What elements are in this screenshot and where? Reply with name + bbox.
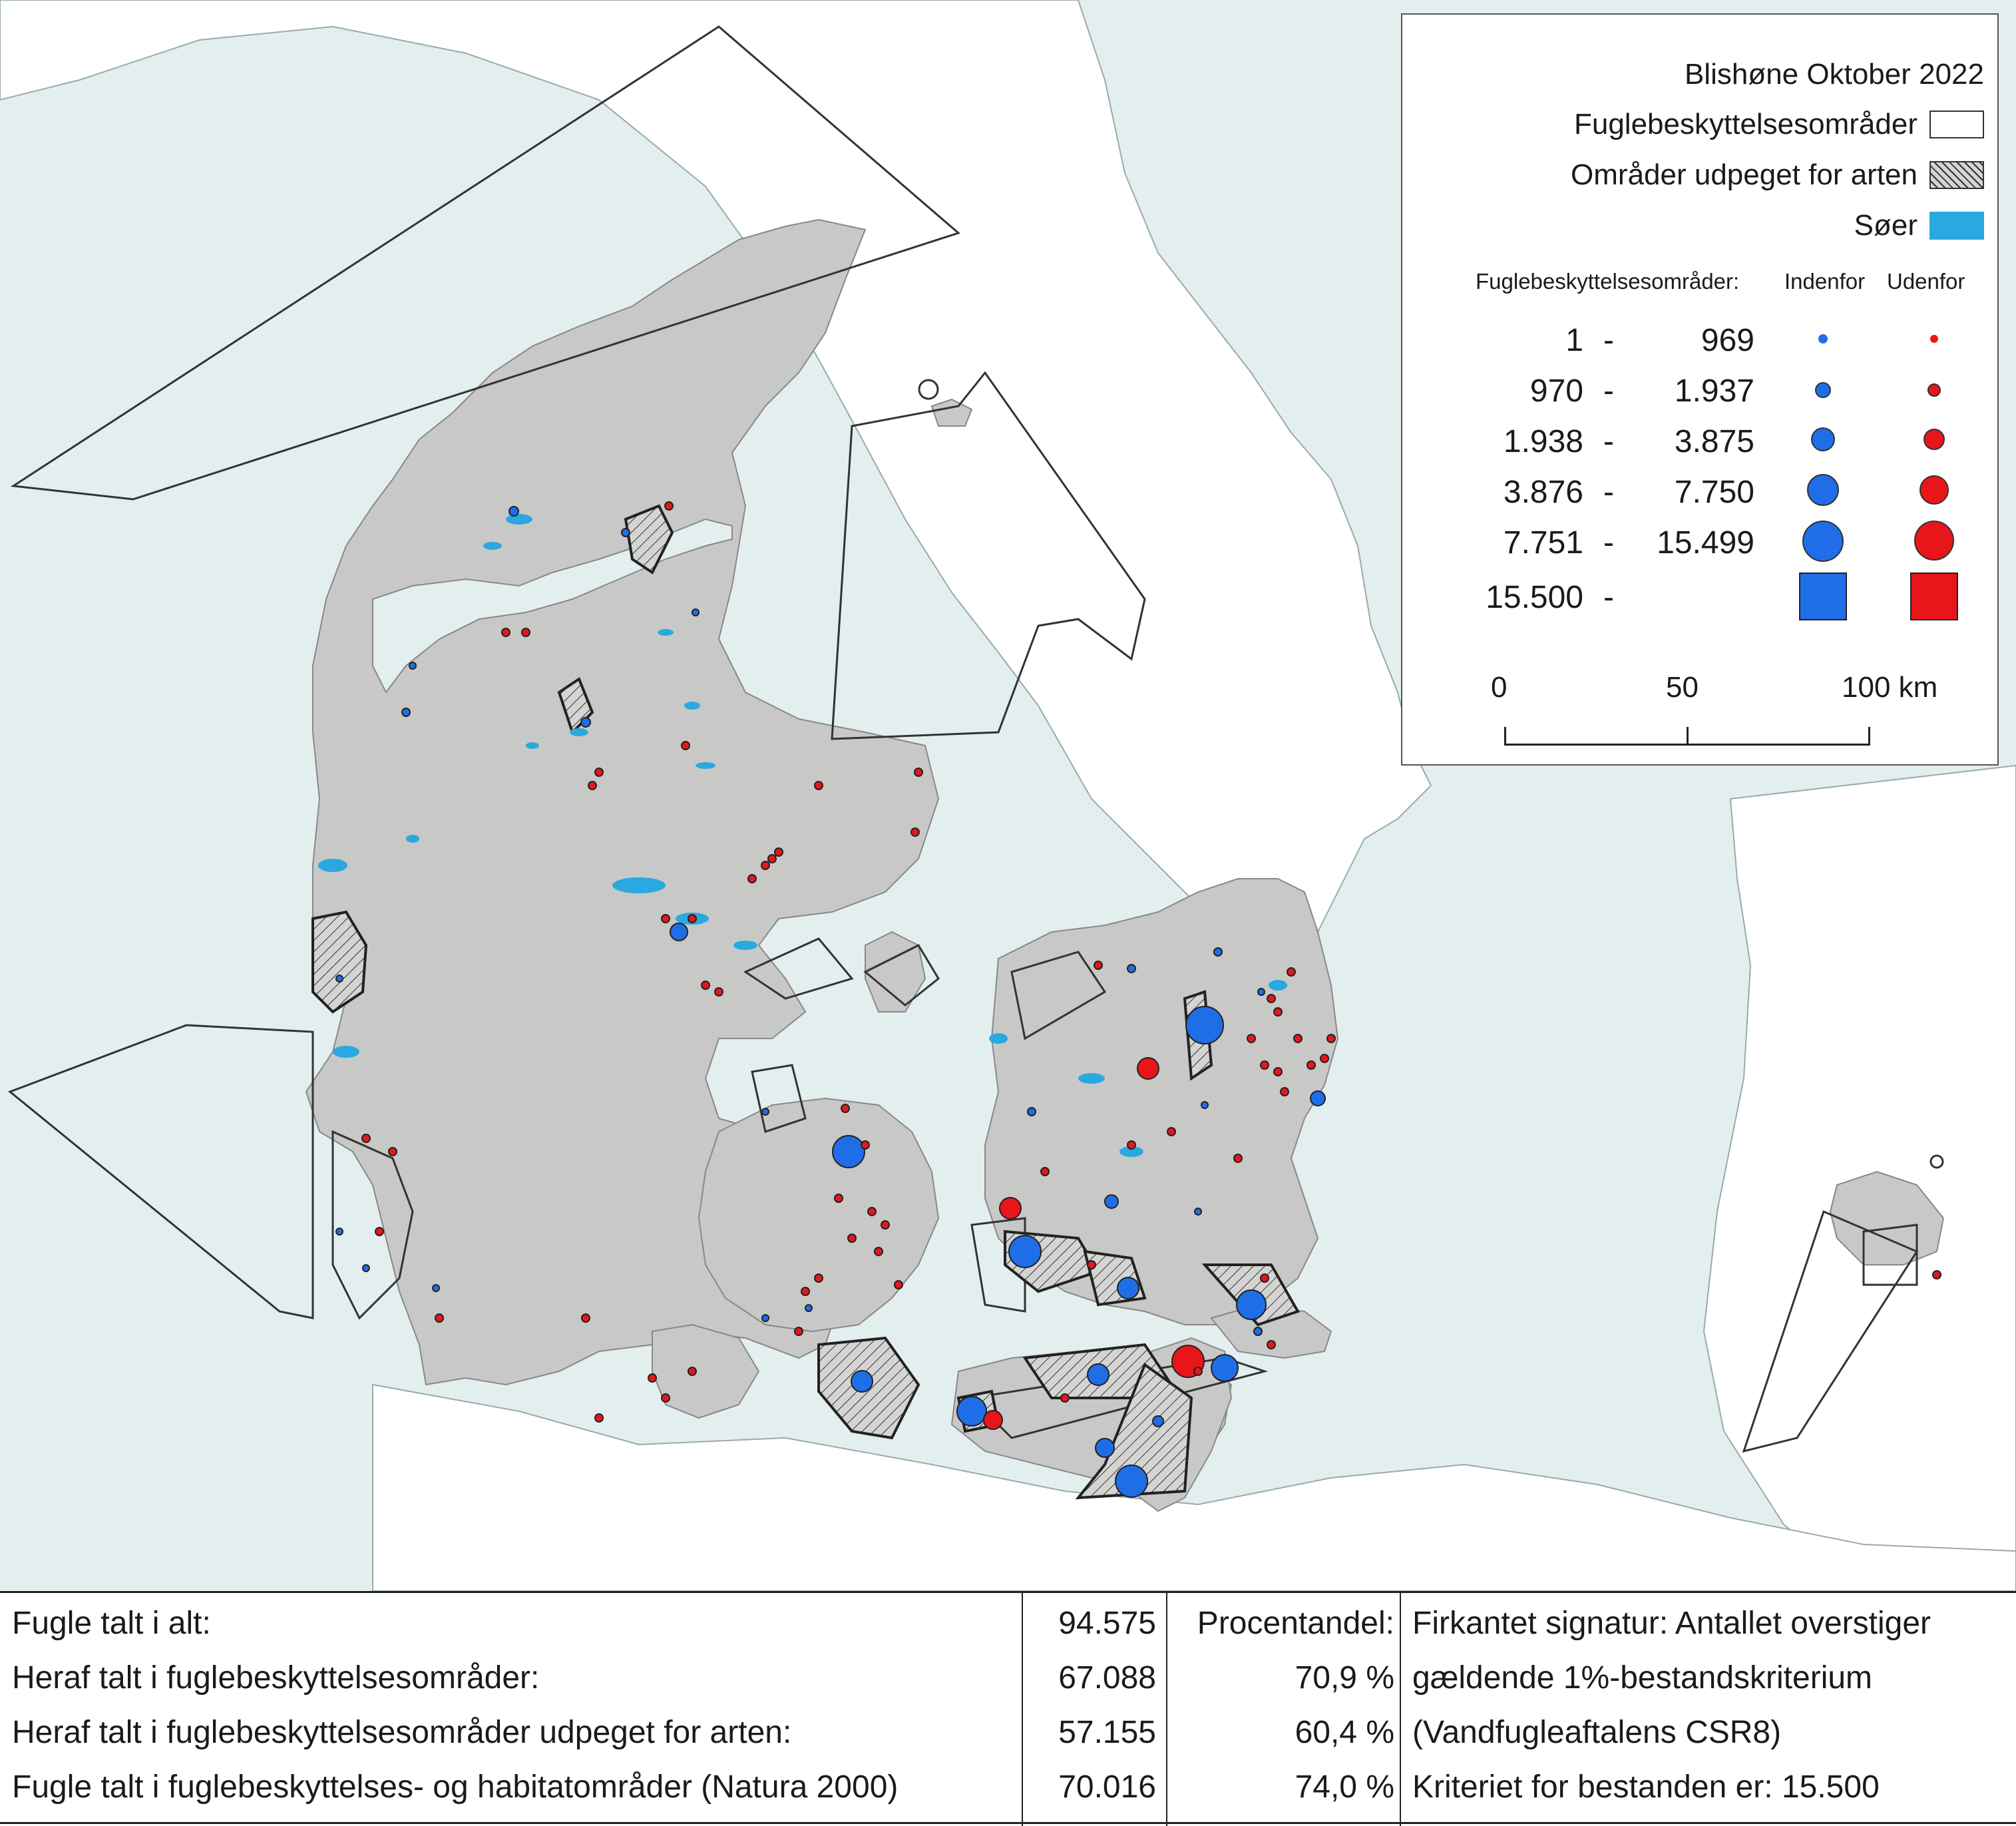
class-dash: - (1603, 580, 1614, 615)
class-from: 15.500 (1486, 580, 1583, 615)
class-from: 1 (1565, 323, 1583, 358)
bornholm-land (1829, 1170, 1945, 1265)
stats-value: 94.575 (1058, 1606, 1156, 1641)
map-legend: Blishøne Oktober 2022 Fuglebeskyttelseso… (1401, 13, 1999, 766)
legend-designated-label: Områder udpeget for arten (1571, 158, 1917, 191)
inside-symbol (1802, 521, 1844, 562)
class-to: 3.875 (1674, 424, 1754, 459)
stats-percent: 74,0 % (1295, 1769, 1394, 1805)
stats-label: Heraf talt i fuglebeskyttelsesområder: (12, 1660, 540, 1696)
offshore-marker (918, 379, 939, 400)
protected-area-swatch (1929, 111, 1984, 138)
column-divider (1400, 1593, 1401, 1826)
inside-symbol (1811, 427, 1835, 451)
size-header: Fuglebeskyttelsesområder: (1476, 269, 1740, 294)
scale-tick (1868, 727, 1870, 746)
zealand-land (984, 878, 1339, 1325)
legend-protected-label: Fuglebeskyttelsesområder (1573, 108, 1917, 140)
lakes-swatch (1929, 212, 1984, 240)
inside-symbol (1818, 334, 1828, 343)
scale-label-50: 50 (1666, 671, 1699, 704)
outside-symbol (1927, 383, 1941, 397)
scale-label-100: 100 km (1842, 671, 1938, 704)
class-from: 3.876 (1503, 475, 1583, 510)
scale-label-0: 0 (1491, 671, 1508, 704)
class-to: 7.750 (1674, 475, 1754, 510)
stats-percent: Procentandel: (1197, 1606, 1394, 1641)
als-land (652, 1323, 760, 1419)
outside-square-symbol (1910, 572, 1958, 620)
outside-symbol (1919, 475, 1949, 505)
funen-land (698, 1097, 940, 1333)
stats-value: 67.088 (1058, 1660, 1156, 1696)
inside-symbol (1807, 474, 1839, 506)
class-from: 970 (1529, 373, 1583, 409)
outside-observations (361, 501, 1941, 1430)
statistics-table: Fugle talt i alt: 94.575 Procentandel: F… (0, 1591, 2016, 1826)
stats-percent: 60,4 % (1295, 1715, 1394, 1750)
legend-lakes-label: Søer (1854, 209, 1917, 242)
stats-note: Kriteriet for bestanden er: 15.500 (1412, 1769, 1880, 1805)
class-dash: - (1603, 475, 1614, 510)
inside-square-symbol (1799, 572, 1847, 620)
scale-tick (1687, 727, 1689, 746)
legend-title: Blishøne Oktober 2022 (1684, 58, 1984, 91)
class-dash: - (1603, 525, 1614, 561)
class-dash: - (1603, 323, 1614, 358)
class-to: 969 (1701, 323, 1754, 358)
inside-header: Indenfor (1784, 269, 1866, 294)
column-divider (1166, 1593, 1167, 1826)
samso-land (865, 931, 926, 1013)
inside-observations (335, 506, 1326, 1498)
designated-area-swatch (1929, 161, 1984, 189)
class-from: 1.938 (1503, 424, 1583, 459)
germany-land (372, 1383, 2016, 1591)
inside-symbol (1815, 382, 1831, 398)
stats-note: (Vandfugleaftalens CSR8) (1412, 1715, 1782, 1750)
stats-label: Heraf talt i fuglebeskyttelsesområder ud… (12, 1715, 792, 1750)
scale-tick (1504, 727, 1506, 746)
stats-note: Firkantet signatur: Antallet overstiger (1412, 1606, 1931, 1641)
class-to: 15.499 (1657, 525, 1754, 561)
class-to: 1.937 (1674, 373, 1754, 409)
stats-value: 57.155 (1058, 1715, 1156, 1750)
stats-note: gældende 1%-bestandskriterium (1412, 1660, 1873, 1696)
outside-header: Udenfor (1887, 269, 1965, 294)
outside-symbol (1914, 521, 1954, 561)
protected-areas (8, 25, 1919, 1453)
stats-label: Fugle talt i alt: (12, 1606, 211, 1641)
stats-value: 70.016 (1058, 1769, 1156, 1805)
stats-percent: 70,9 % (1295, 1660, 1394, 1696)
class-dash: - (1603, 373, 1614, 409)
anholt-land (930, 398, 973, 427)
offshore-marker (1929, 1154, 1944, 1169)
class-dash: - (1603, 424, 1614, 459)
stats-label: Fugle talt i fuglebeskyttelses- og habit… (12, 1769, 899, 1805)
outside-symbol (1930, 335, 1938, 343)
table-bottom-border (0, 1822, 2016, 1824)
class-from: 7.751 (1503, 525, 1583, 561)
column-divider (1022, 1593, 1023, 1826)
outside-symbol (1923, 429, 1945, 450)
lakes (318, 514, 1287, 1157)
